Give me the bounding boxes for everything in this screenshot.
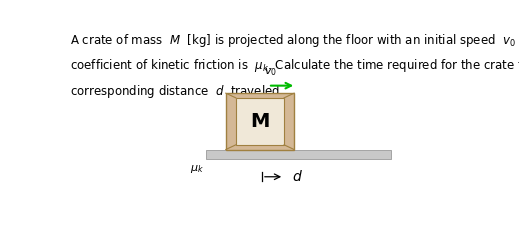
- Text: M: M: [250, 112, 270, 131]
- Bar: [226, 93, 294, 150]
- Text: A crate of mass  $M$  [kg] is projected along the floor with an initial speed  $: A crate of mass $M$ [kg] is projected al…: [70, 32, 519, 49]
- Text: corresponding distance  $d$  traveled.: corresponding distance $d$ traveled.: [70, 83, 283, 100]
- Bar: [236, 98, 284, 145]
- Text: coefficient of kinetic friction is  $\mu_k$. Calculate the time required for the: coefficient of kinetic friction is $\mu_…: [70, 58, 519, 74]
- Text: $d$: $d$: [292, 169, 303, 184]
- Text: $v_0$: $v_0$: [264, 66, 277, 78]
- Text: $\mu_k$: $\mu_k$: [189, 163, 203, 175]
- Bar: [206, 150, 391, 159]
